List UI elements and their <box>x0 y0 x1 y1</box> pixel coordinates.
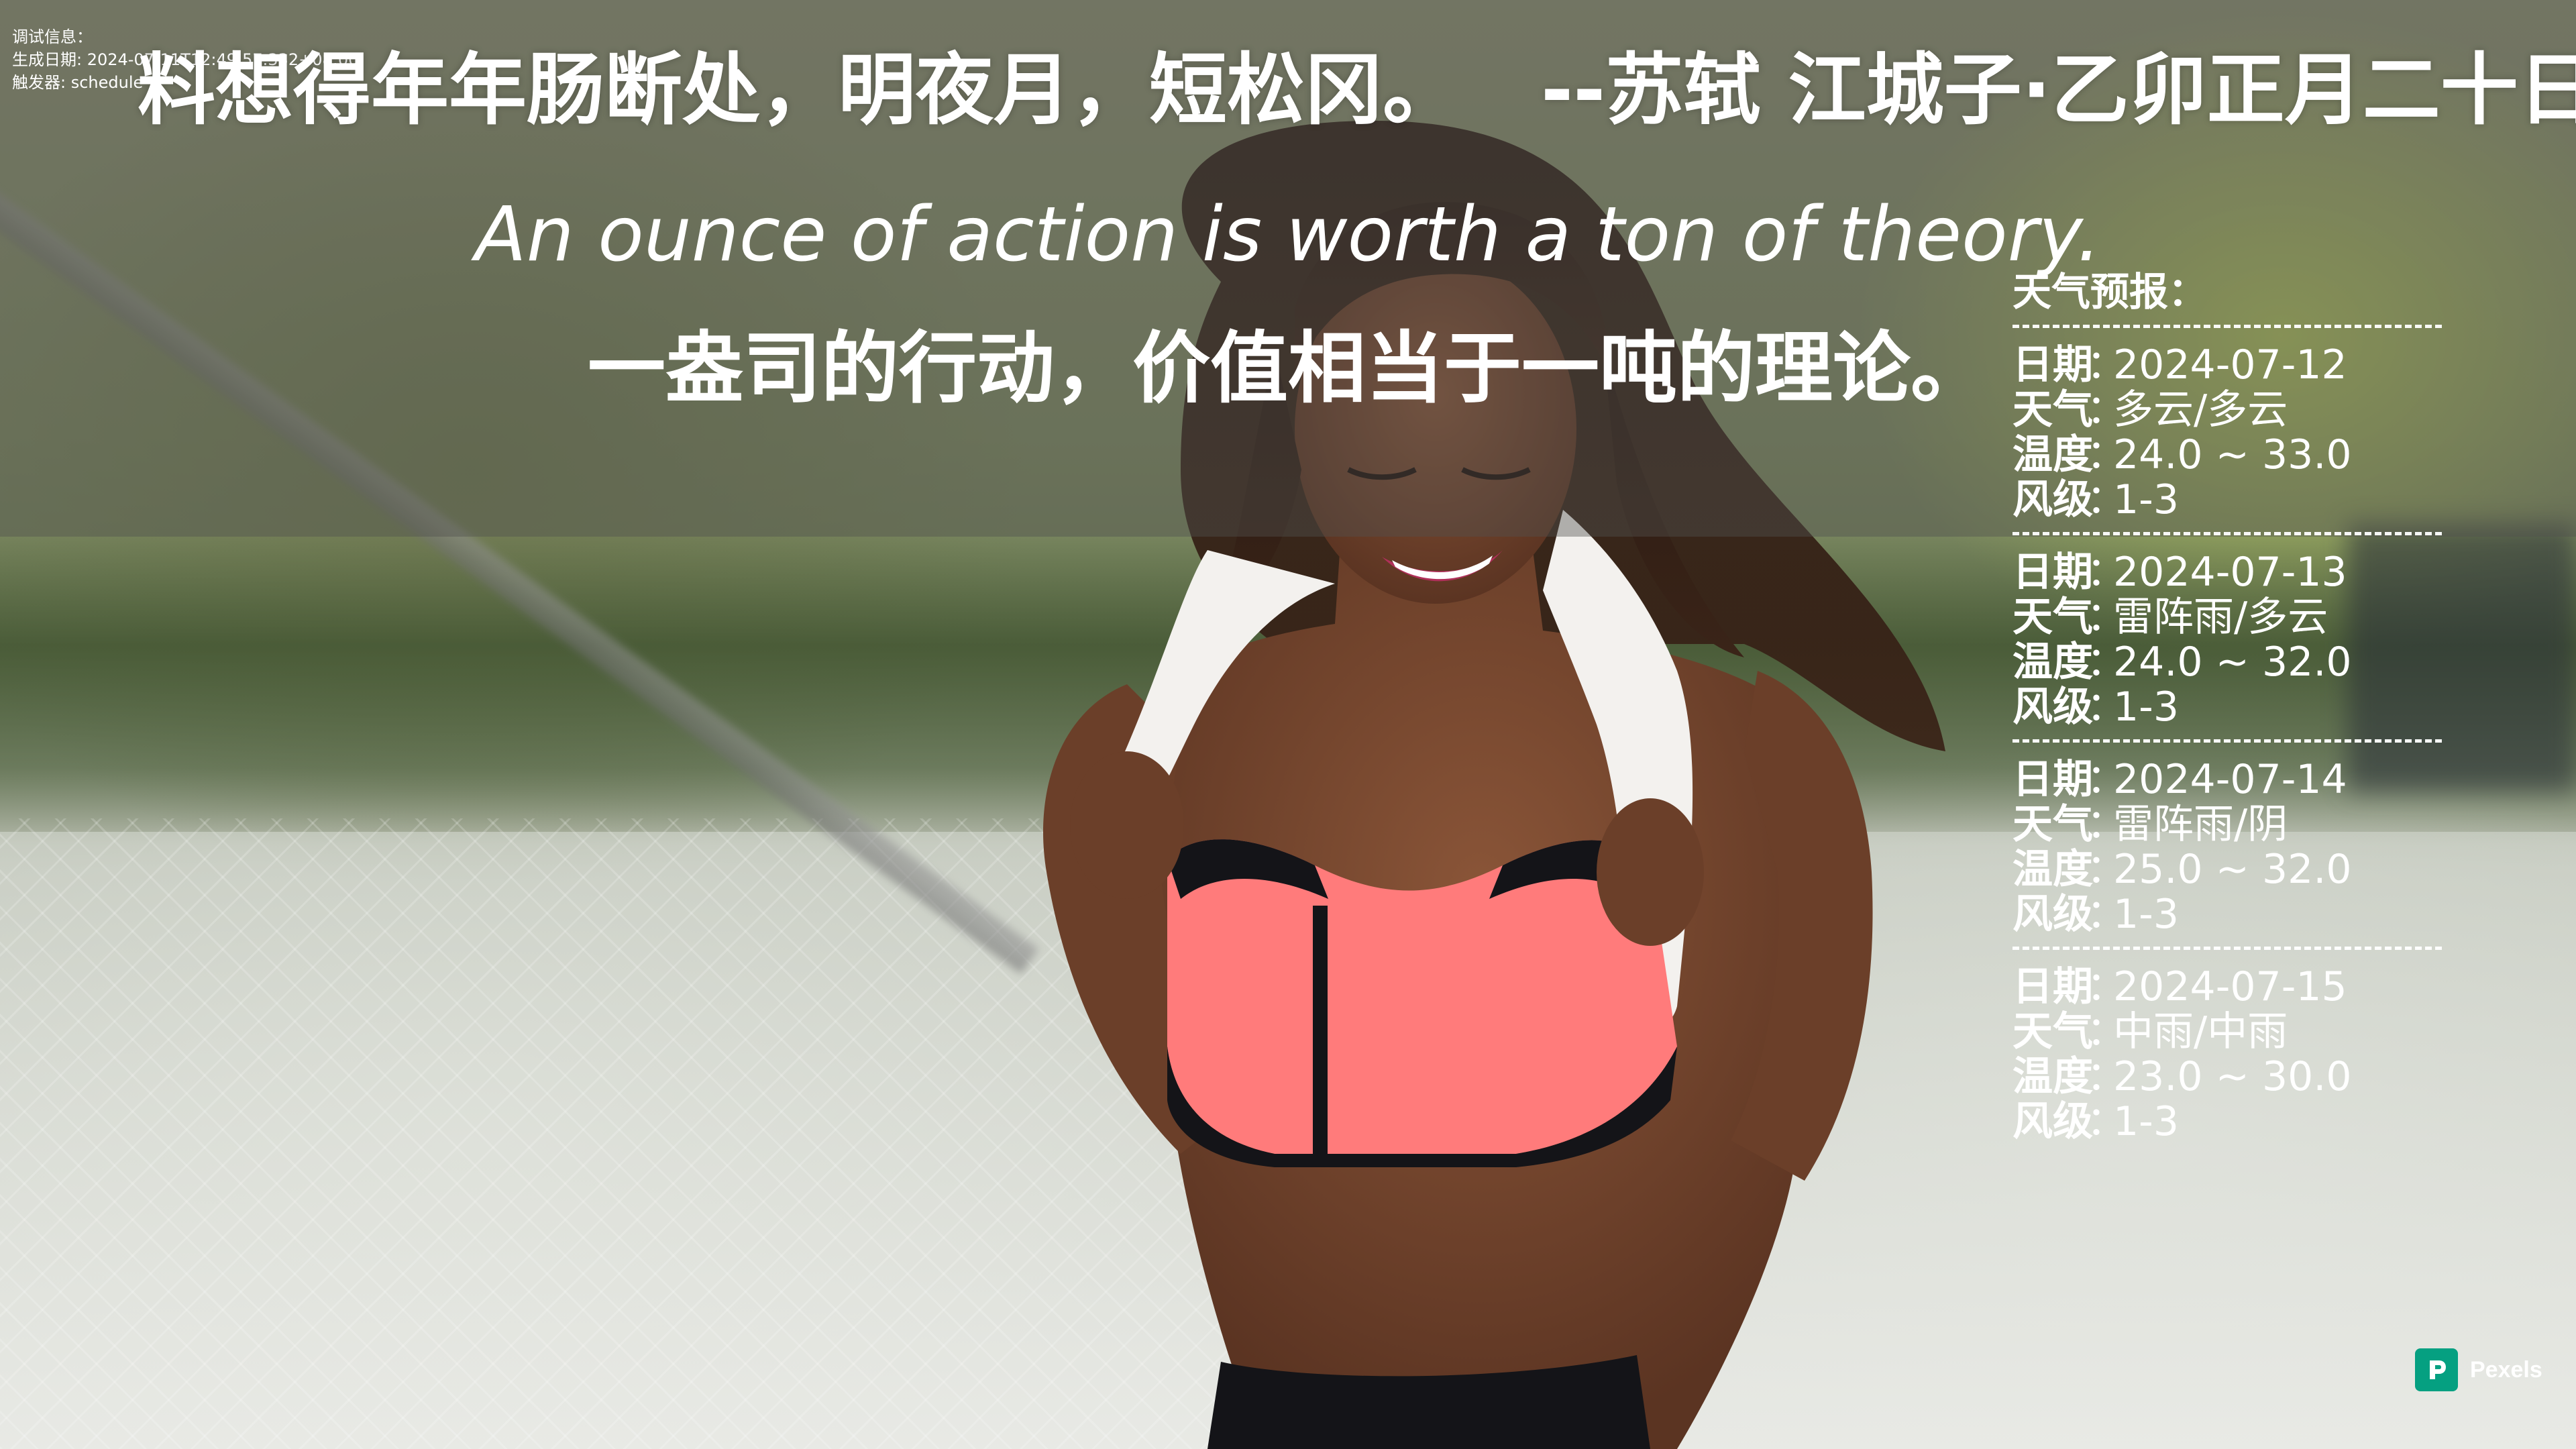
weather-title: 天气预报： <box>2012 269 2208 315</box>
weather-temperature-label: 温度 <box>2012 846 2093 893</box>
weather-date-row: 日期： 2024-07-14 <box>2012 757 2442 802</box>
weather-separator: ： <box>2086 386 2127 433</box>
english-quote: An ounce of action is worth a ton of the… <box>475 191 2101 278</box>
weather-date-label: 日期 <box>2012 341 2093 388</box>
weather-temperature-label: 温度 <box>2012 1053 2093 1100</box>
poem-line: 料想得年年肠断处，明夜月，短松冈。 <box>138 45 1460 136</box>
weather-weather-row: 天气：多云/多云 <box>2012 388 2442 433</box>
weather-date-row: 日期： 2024-07-13 <box>2012 550 2442 595</box>
weather-weather-row: 天气：雷阵雨/阴 <box>2012 802 2442 847</box>
weather-separator: ： <box>2086 639 2127 686</box>
debug-label: 调试信息： <box>12 28 93 46</box>
debug-separator: : <box>60 73 71 92</box>
debug-generated-value: 2024-07-11T12:49:57.332+08:00 <box>87 50 359 69</box>
weather-separator: ： <box>2086 963 2127 1010</box>
weather-separator: ： <box>2086 594 2127 641</box>
weather-divider <box>2012 532 2442 535</box>
weather-weather-value: 雷阵雨/多云 <box>2113 594 2328 641</box>
weather-weather-row: 天气：雷阵雨/多云 <box>2012 595 2442 640</box>
weather-day: 日期： 2024-07-13 天气：雷阵雨/多云 温度： 24.0 ~ 32.0 风级： 1… <box>2012 550 2442 730</box>
weather-weather-label: 天气 <box>2012 386 2093 433</box>
weather-separator: ： <box>2086 341 2127 388</box>
weather-weather-label: 天气 <box>2012 1008 2093 1055</box>
weather-separator: ： <box>2086 756 2127 803</box>
background-shadow <box>2348 523 2576 792</box>
weather-temperature-label: 温度 <box>2012 431 2093 478</box>
weather-date-value: 2024-07-15 <box>2113 963 2347 1010</box>
weather-forecast-panel: 天气预报： 日期： 2024-07-12 天气：多云/多云 温度： 24.0 ~ 33.… <box>2012 268 2442 1144</box>
weather-wind-label: 风级 <box>2012 684 2093 731</box>
weather-wind-value: 1-3 <box>2113 476 2179 523</box>
debug-trigger-value: schedule <box>70 73 144 92</box>
weather-temperature-row: 温度： 25.0 ~ 32.0 <box>2012 847 2442 892</box>
debug-generated-label: 生成日期 <box>12 50 76 69</box>
weather-date-row: 日期： 2024-07-12 <box>2012 343 2442 388</box>
weather-temperature-row: 温度： 24.0 ~ 33.0 <box>2012 433 2442 478</box>
chinese-quote: 一盎司的行动，价值相当于一吨的理论。 <box>588 323 1988 414</box>
weather-date-label: 日期 <box>2012 756 2093 803</box>
weather-date-row: 日期： 2024-07-15 <box>2012 965 2442 1010</box>
weather-separator: ： <box>2086 801 2127 848</box>
weather-divider <box>2012 739 2442 743</box>
weather-date-value: 2024-07-12 <box>2113 341 2347 388</box>
poem-quote: 料想得年年肠断处，明夜月，短松冈。 --苏轼 江城子·乙卯正月二十日夜记梦 <box>138 37 2576 144</box>
weather-temperature-row: 温度： 24.0 ~ 32.0 <box>2012 640 2442 685</box>
weather-divider <box>2012 947 2442 950</box>
weather-separator: ： <box>2086 1098 2127 1145</box>
weather-weather-row: 天气：中雨/中雨 <box>2012 1010 2442 1055</box>
weather-separator: ： <box>2086 476 2127 523</box>
pexels-brand: Pexels <box>2470 1356 2542 1383</box>
weather-day: 日期： 2024-07-12 天气：多云/多云 温度： 24.0 ~ 33.0 风级： 1-… <box>2012 343 2442 523</box>
weather-separator: ： <box>2086 431 2127 478</box>
weather-wind-label: 风级 <box>2012 1098 2093 1145</box>
weather-weather-value: 多云/多云 <box>2113 386 2288 433</box>
debug-info: 调试信息： 生成日期: 2024-07-11T12:49:57.332+08:0… <box>12 25 358 94</box>
debug-separator: : <box>76 50 87 69</box>
weather-day: 日期： 2024-07-14 天气：雷阵雨/阴 温度： 25.0 ~ 32.0 风级： 1-… <box>2012 757 2442 937</box>
weather-separator: ： <box>2086 1008 2127 1055</box>
weather-weather-label: 天气 <box>2012 594 2093 641</box>
pexels-glyph-icon <box>2430 1360 2446 1379</box>
weather-wind-row: 风级： 1-3 <box>2012 478 2442 523</box>
weather-wind-value: 1-3 <box>2113 1098 2179 1145</box>
weather-day: 日期： 2024-07-15 天气：中雨/中雨 温度： 23.0 ~ 30.0 风级： 1-… <box>2012 965 2442 1144</box>
weather-wind-row: 风级： 1-3 <box>2012 892 2442 937</box>
weather-weather-label: 天气 <box>2012 801 2093 848</box>
weather-weather-value: 中雨/中雨 <box>2113 1008 2288 1055</box>
weather-wind-label: 风级 <box>2012 891 2093 938</box>
weather-separator: ： <box>2086 549 2127 596</box>
debug-trigger: 触发器: schedule <box>12 71 358 94</box>
weather-wind-label: 风级 <box>2012 476 2093 523</box>
top-overlay-band <box>0 0 2576 537</box>
weather-temperature-value: 23.0 ~ 30.0 <box>2113 1053 2352 1100</box>
weather-date-label: 日期 <box>2012 549 2093 596</box>
weather-separator: ： <box>2086 1053 2127 1100</box>
weather-wind-row: 风级： 1-3 <box>2012 685 2442 730</box>
weather-wind-value: 1-3 <box>2113 891 2179 938</box>
pexels-logo-icon <box>2415 1348 2458 1391</box>
weather-date-value: 2024-07-14 <box>2113 756 2347 803</box>
weather-temperature-label: 温度 <box>2012 639 2093 686</box>
weather-wind-value: 1-3 <box>2113 684 2179 731</box>
weather-day-list: 日期： 2024-07-12 天气：多云/多云 温度： 24.0 ~ 33.0 风级： 1-… <box>2012 325 2442 1144</box>
weather-divider <box>2012 325 2442 328</box>
debug-trigger-label: 触发器 <box>12 73 60 92</box>
weather-wind-row: 风级： 1-3 <box>2012 1099 2442 1144</box>
weather-temperature-value: 24.0 ~ 32.0 <box>2113 639 2352 686</box>
weather-separator: ： <box>2086 684 2127 731</box>
weather-temperature-row: 温度： 23.0 ~ 30.0 <box>2012 1055 2442 1099</box>
weather-date-value: 2024-07-13 <box>2113 549 2347 596</box>
weather-date-label: 日期 <box>2012 963 2093 1010</box>
pexels-credit: Pexels <box>2415 1348 2542 1391</box>
weather-temperature-value: 25.0 ~ 32.0 <box>2113 846 2352 893</box>
weather-separator: ： <box>2086 846 2127 893</box>
poem-source: --苏轼 江城子·乙卯正月二十日夜记梦 <box>1541 45 2576 136</box>
weather-separator: ： <box>2086 891 2127 938</box>
weather-weather-value: 雷阵雨/阴 <box>2113 801 2288 848</box>
debug-generated: 生成日期: 2024-07-11T12:49:57.332+08:00 <box>12 48 358 71</box>
weather-temperature-value: 24.0 ~ 33.0 <box>2113 431 2352 478</box>
